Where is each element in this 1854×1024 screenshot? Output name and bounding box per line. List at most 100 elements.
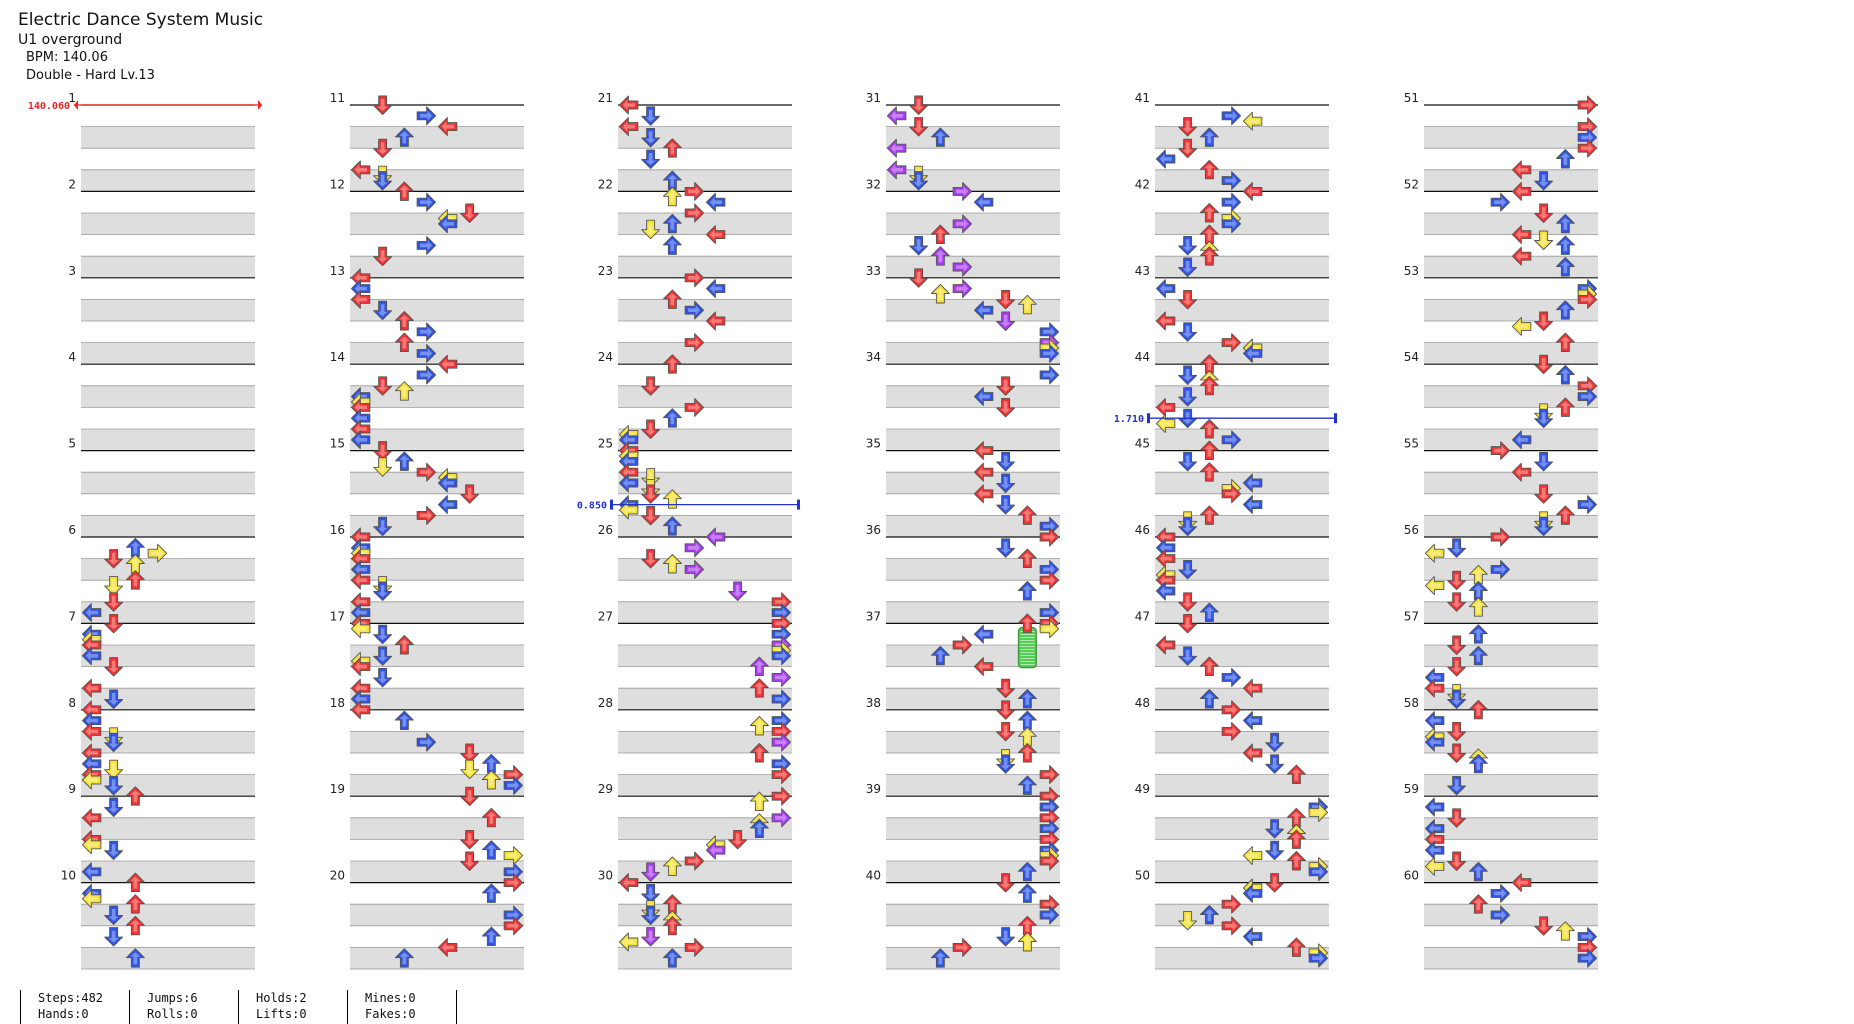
left-arrow-icon — [1242, 111, 1263, 131]
right-arrow-icon — [1490, 559, 1511, 579]
left-arrow-icon — [1155, 635, 1176, 655]
up-arrow-icon — [1286, 851, 1306, 871]
down-arrow-icon — [460, 829, 480, 850]
measure-number: 50 — [1135, 869, 1150, 883]
down-arrow-icon — [641, 219, 661, 240]
down-arrow-icon — [1447, 851, 1467, 871]
measure-number: 55 — [1404, 437, 1419, 451]
down-arrow-icon — [996, 754, 1016, 774]
down-arrow-icon — [373, 376, 393, 396]
beat-band — [350, 861, 524, 883]
measure-number: 30 — [598, 869, 613, 883]
tempo-marker-cap — [74, 100, 78, 110]
left-arrow-icon — [1511, 225, 1532, 245]
beat-band — [1424, 213, 1598, 235]
left-arrow-icon — [973, 462, 994, 482]
up-arrow-icon — [662, 235, 682, 255]
beat-band — [81, 904, 255, 926]
right-arrow-icon — [771, 765, 792, 785]
up-arrow-icon — [930, 246, 950, 266]
measure-number: 42 — [1135, 177, 1150, 191]
up-arrow-icon — [662, 516, 682, 536]
up-arrow-icon — [1017, 581, 1037, 601]
down-arrow-icon — [104, 689, 124, 709]
beat-band — [1424, 429, 1598, 451]
up-arrow-icon — [1199, 159, 1219, 180]
beat-band — [81, 947, 255, 969]
right-arrow-icon — [416, 322, 437, 342]
up-arrow-icon — [1555, 149, 1575, 169]
up-arrow-icon — [394, 948, 414, 968]
up-arrow-icon — [662, 289, 682, 309]
down-arrow-icon — [104, 732, 124, 753]
up-arrow-icon — [1017, 883, 1037, 903]
measure-number: 19 — [330, 782, 345, 796]
left-arrow-icon — [705, 225, 726, 245]
beat-band — [1155, 429, 1329, 451]
right-arrow-icon — [1308, 862, 1329, 882]
right-arrow-icon — [952, 279, 973, 299]
beat-band — [1424, 515, 1598, 537]
right-arrow-icon — [684, 851, 705, 871]
right-arrow-icon — [952, 635, 973, 655]
beat-band — [1155, 947, 1329, 969]
left-arrow-icon — [886, 160, 907, 180]
beat-band — [886, 731, 1060, 753]
beat-band — [1155, 601, 1329, 624]
left-arrow-icon — [350, 657, 371, 677]
down-arrow-icon — [373, 246, 393, 267]
measure-number: 12 — [330, 177, 345, 191]
right-arrow-icon — [416, 106, 437, 126]
up-arrow-icon — [662, 138, 682, 158]
down-arrow-icon — [641, 419, 661, 439]
up-arrow-icon — [1555, 365, 1575, 385]
stat-hands: Hands:0 — [38, 1007, 89, 1021]
beat-band — [1155, 213, 1329, 235]
beat-band — [1424, 731, 1598, 753]
up-arrow-icon — [125, 894, 145, 914]
beat-band — [1424, 817, 1598, 840]
stop-label: 0.850 — [577, 501, 607, 512]
down-arrow-icon — [460, 484, 480, 504]
right-arrow-icon — [1308, 802, 1329, 822]
measure-number: 47 — [1135, 609, 1150, 623]
up-arrow-icon — [930, 645, 950, 666]
beat-band — [1424, 947, 1598, 969]
up-arrow-icon — [1555, 921, 1575, 941]
down-arrow-icon — [460, 743, 480, 763]
up-arrow-icon — [1555, 332, 1575, 353]
beat-band — [81, 256, 255, 278]
beat-band — [1424, 601, 1598, 624]
down-arrow-icon — [1178, 257, 1198, 277]
beat-band — [618, 645, 792, 667]
down-arrow-icon — [1447, 689, 1467, 709]
up-arrow-icon — [1199, 602, 1219, 623]
right-arrow-icon — [1221, 667, 1242, 687]
measure-number: 8 — [68, 696, 76, 710]
up-arrow-icon — [481, 753, 501, 774]
down-arrow-icon — [641, 927, 661, 947]
beat-band — [1155, 861, 1329, 883]
down-arrow-icon — [1265, 732, 1285, 753]
left-arrow-icon — [1511, 430, 1532, 450]
beat-band — [886, 645, 1060, 667]
left-arrow-icon — [437, 354, 458, 374]
up-arrow-icon — [394, 127, 414, 147]
down-arrow-icon — [1447, 808, 1467, 828]
measure-number: 35 — [866, 437, 881, 451]
down-arrow-icon — [909, 95, 929, 115]
left-arrow-icon — [81, 862, 102, 882]
up-arrow-icon — [1199, 127, 1219, 147]
beat-band — [350, 947, 524, 969]
down-arrow-icon — [996, 289, 1016, 310]
down-arrow-icon — [1178, 138, 1198, 159]
down-arrow-icon — [1447, 592, 1467, 612]
down-arrow-icon — [1447, 743, 1467, 763]
stop-marker-cap — [1147, 413, 1150, 424]
down-arrow-icon — [460, 786, 480, 807]
beat-band — [81, 472, 255, 494]
stat-lifts: Lifts:0 — [256, 1007, 307, 1021]
down-arrow-icon — [1534, 354, 1554, 375]
right-arrow-icon — [1221, 333, 1242, 353]
